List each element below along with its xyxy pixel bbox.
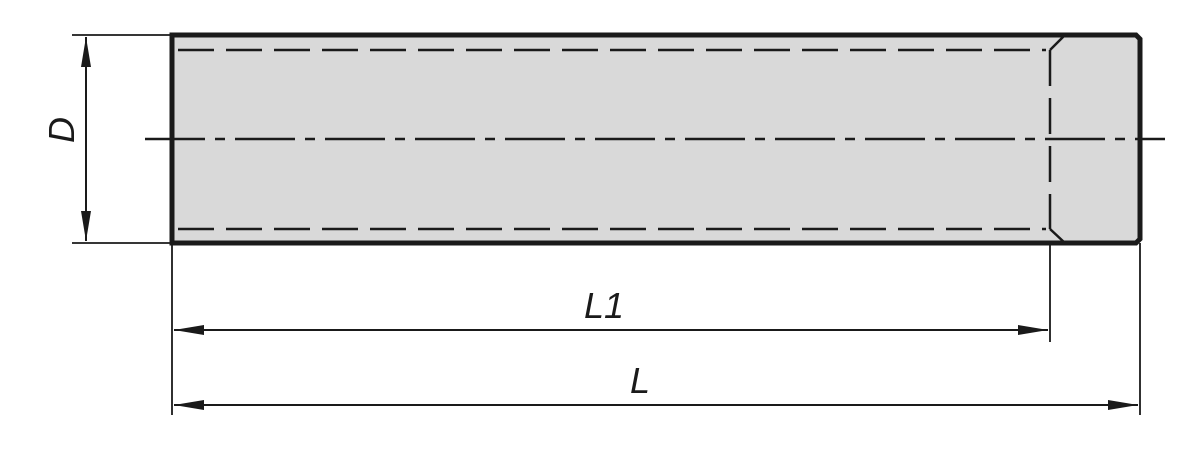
label-l1: L1 xyxy=(584,285,624,326)
label-l: L xyxy=(630,360,650,401)
label-d: D xyxy=(41,117,82,143)
extension-lines xyxy=(72,34,1141,415)
thread-lines xyxy=(178,34,1066,244)
